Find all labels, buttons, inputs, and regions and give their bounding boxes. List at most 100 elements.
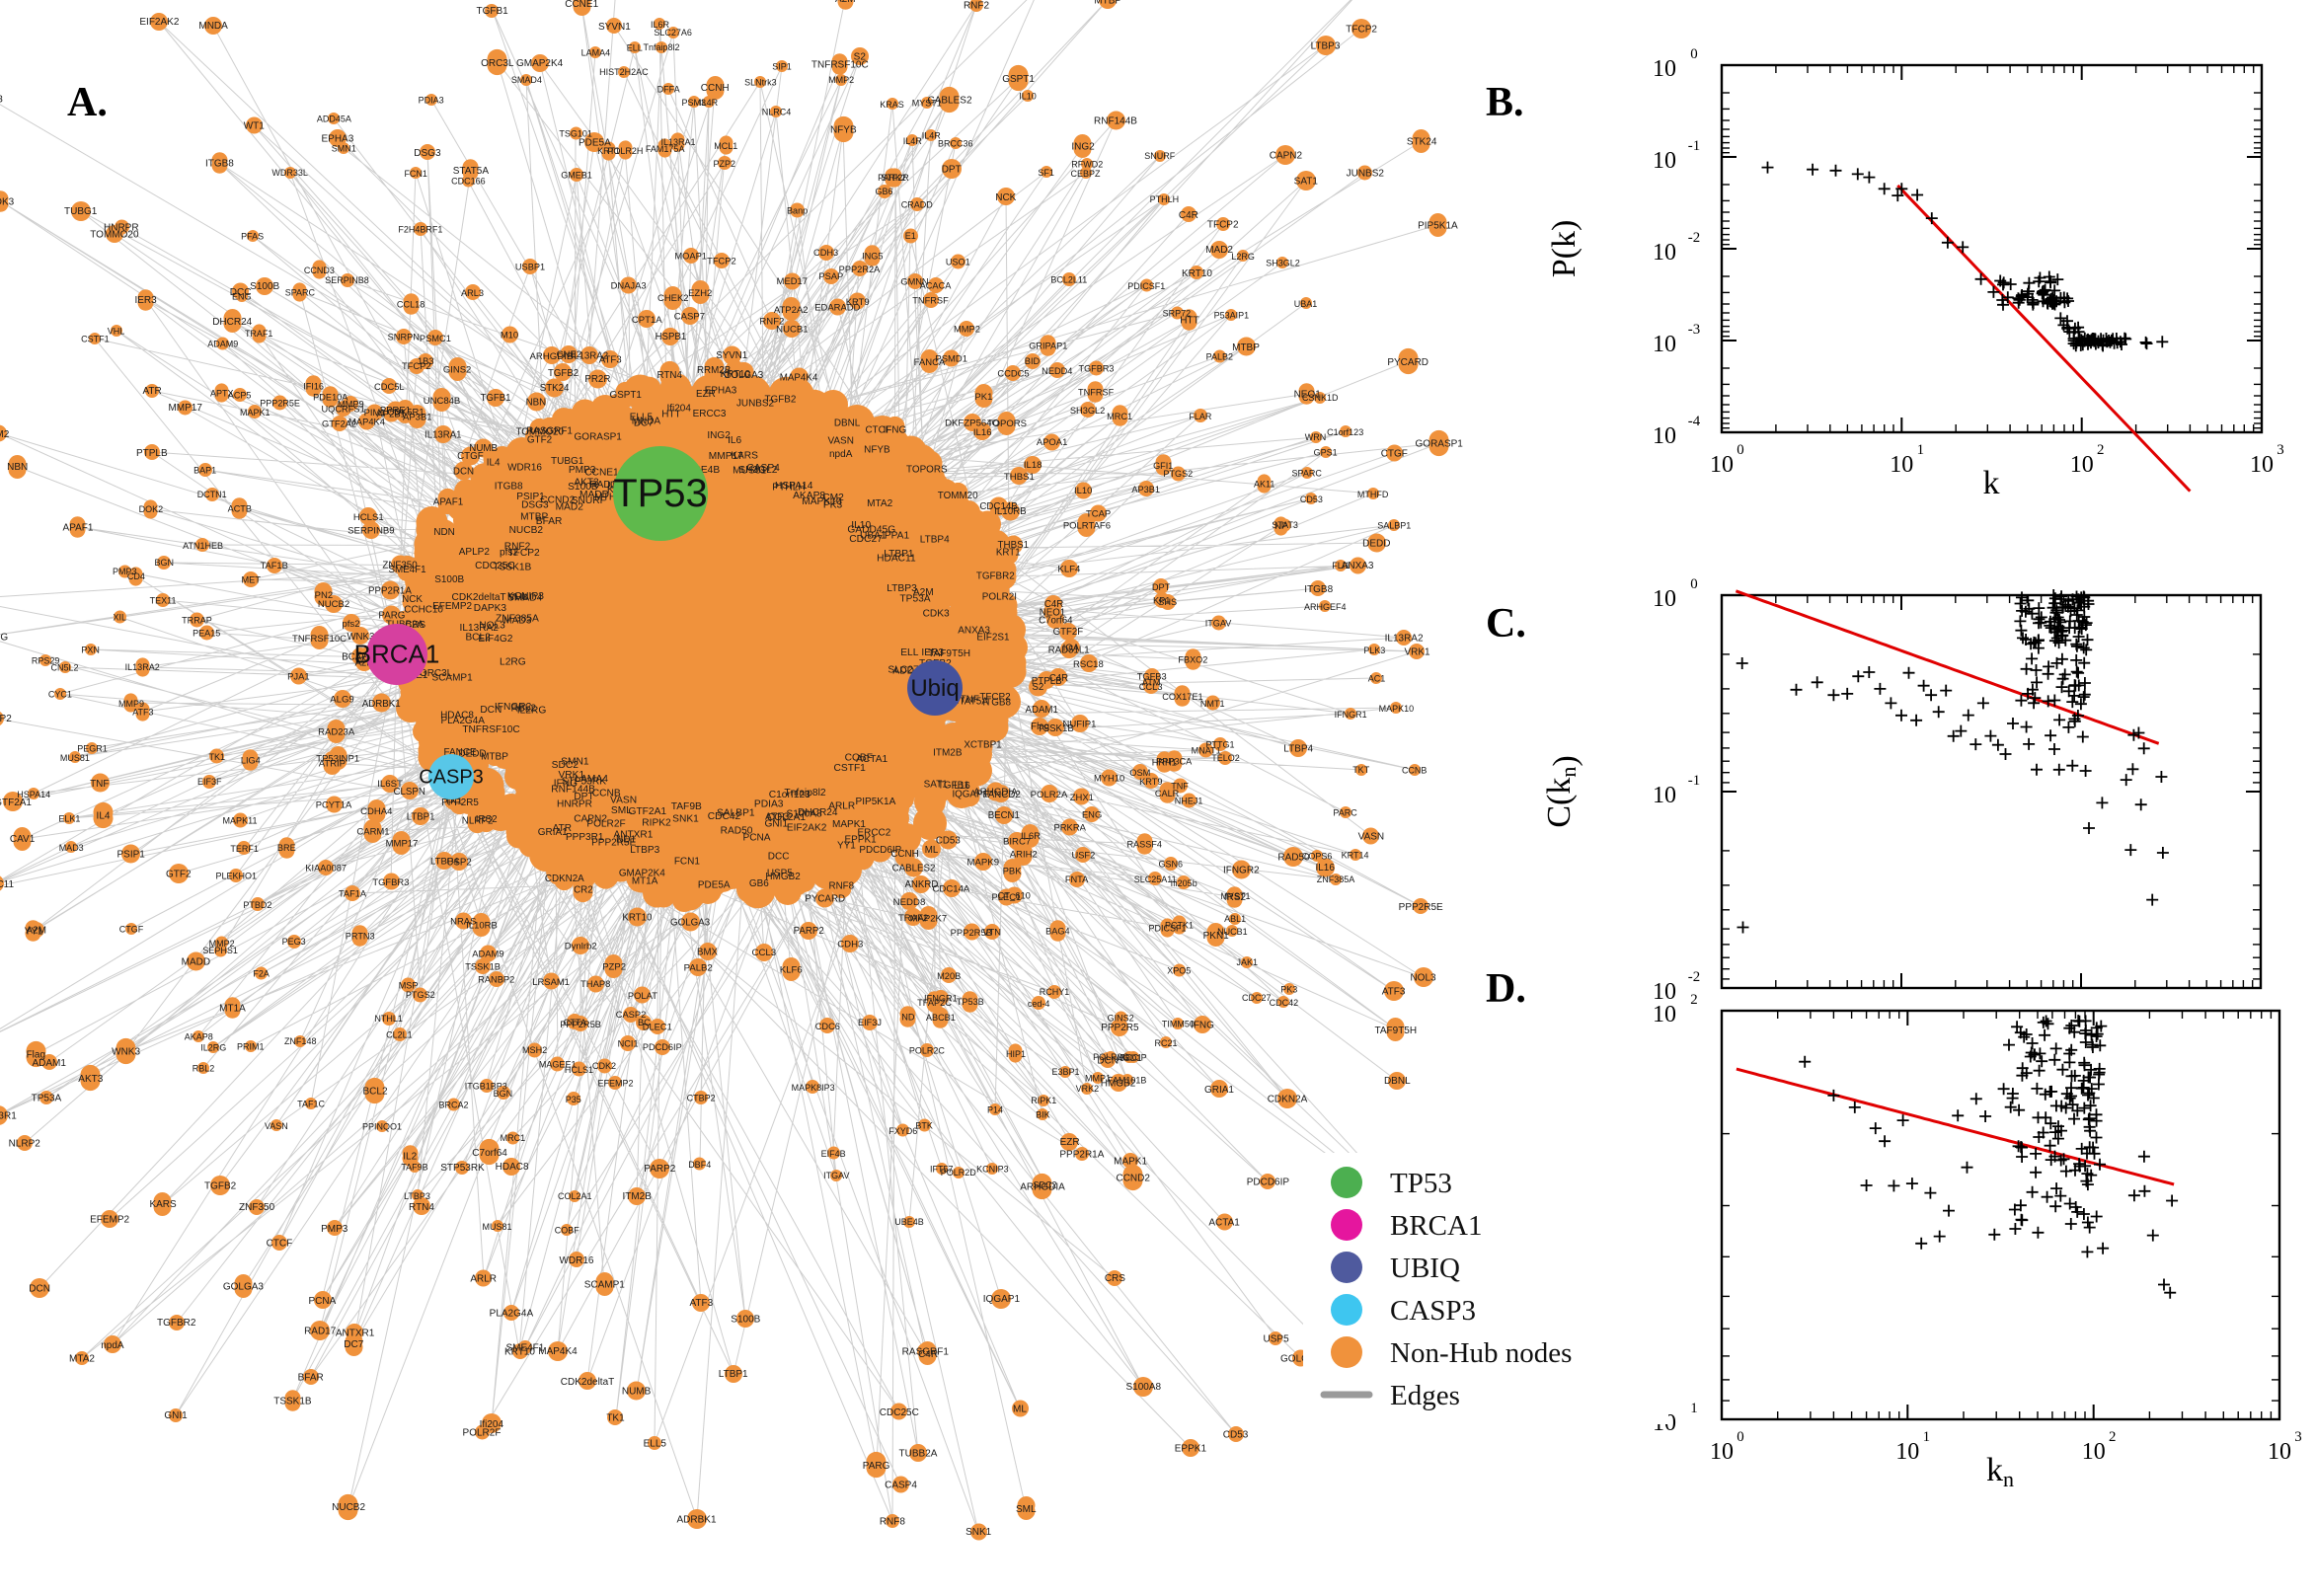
svg-text:COL2A1: COL2A1 [558,1191,592,1201]
svg-text:NEO1: NEO1 [1294,389,1322,400]
svg-text:-2: -2 [1688,969,1700,985]
svg-text:CDHA4: CDHA4 [360,806,393,817]
svg-text:STK24: STK24 [540,383,570,394]
svg-text:APLP2: APLP2 [0,714,12,724]
svg-text:DC7: DC7 [344,1339,363,1350]
svg-text:DBF4: DBF4 [688,1160,711,1170]
svg-text:SLNtrk3: SLNtrk3 [744,77,777,87]
svg-text:ANXA3: ANXA3 [1342,561,1374,571]
svg-text:P35: P35 [566,1095,581,1104]
svg-text:PTTG1: PTTG1 [1205,740,1234,750]
svg-text:CASP4: CASP4 [885,1480,917,1490]
svg-text:PXN: PXN [81,645,100,654]
svg-text:ADD45A: ADD45A [317,114,351,124]
svg-text:PN2: PN2 [315,590,334,601]
svg-text:KCNIP3: KCNIP3 [976,1164,1009,1174]
svg-text:0: 0 [1690,46,1697,62]
svg-text:10: 10 [1710,1439,1734,1465]
svg-text:AKT3: AKT3 [574,478,599,489]
svg-text:AP3B1: AP3B1 [1131,485,1160,494]
svg-text:BMX: BMX [697,948,718,958]
svg-text:DFFA: DFFA [657,85,680,95]
svg-text:THAP8: THAP8 [580,979,610,990]
svg-text:GADD45G: GADD45G [0,633,8,644]
svg-text:SNK1: SNK1 [672,813,699,824]
svg-text:BECN1: BECN1 [988,810,1020,821]
svg-text:HSPB1: HSPB1 [656,332,687,342]
svg-text:MUS81: MUS81 [60,753,90,763]
svg-text:HTT: HTT [1180,316,1198,327]
svg-text:RASSF4: RASSF4 [1126,839,1162,849]
svg-text:CDH3: CDH3 [813,248,838,258]
svg-text:TUBG1: TUBG1 [64,206,98,217]
svg-text:TGFB2: TGFB2 [204,1181,237,1192]
svg-text:GORASP1: GORASP1 [1416,439,1464,450]
svg-text:PPP2R5E: PPP2R5E [1399,902,1443,913]
svg-text:IL4R: IL4R [903,136,923,146]
svg-text:IL13RA2: IL13RA2 [125,662,160,672]
svg-text:RRM2B: RRM2B [697,365,732,376]
svg-text:NEDD4: NEDD4 [1042,366,1072,376]
svg-text:-4: -4 [1688,414,1701,429]
svg-text:0: 0 [1737,442,1743,458]
svg-text:APTX: APTX [210,388,234,398]
svg-text:CDH3: CDH3 [837,939,863,950]
svg-text:PDE5A: PDE5A [698,879,731,890]
svg-text:CARM1: CARM1 [356,826,389,837]
svg-text:POLR2C: POLR2C [909,1046,946,1056]
svg-text:Dynlrb2: Dynlrb2 [565,942,597,952]
svg-text:D.: D. [1486,966,1526,1012]
svg-text:ND: ND [901,1012,915,1022]
svg-text:PEA15: PEA15 [193,629,220,639]
svg-text:TSSK1B: TSSK1B [273,1396,312,1406]
svg-text:ACTA1: ACTA1 [1208,1218,1240,1229]
svg-text:LTBP4: LTBP4 [920,535,950,546]
svg-text:RNF144B: RNF144B [1094,116,1137,127]
svg-text:Flag: Flag [27,1049,45,1060]
svg-text:ITGAV: ITGAV [1205,618,1233,628]
svg-text:F2H4BRF1: F2H4BRF1 [398,225,442,235]
svg-text:ABCB1: ABCB1 [926,1013,956,1023]
svg-text:PIP5K1A: PIP5K1A [856,797,896,807]
svg-text:TAF9T5H: TAF9T5H [1374,1026,1417,1036]
svg-text:TGFB2: TGFB2 [764,394,796,405]
svg-text:CD53: CD53 [1223,1429,1249,1440]
svg-text:MAPK11: MAPK11 [222,815,257,825]
svg-text:ZNF148: ZNF148 [284,1036,317,1046]
svg-text:COX17E1: COX17E1 [1162,692,1202,702]
svg-text:EIF2S1: EIF2S1 [976,633,1010,644]
svg-text:VASN: VASN [265,1121,288,1131]
svg-text:TNFRSF: TNFRSF [912,296,949,306]
svg-text:ADRBK1: ADRBK1 [362,699,401,710]
svg-text:RTN4: RTN4 [656,370,682,381]
svg-text:PRKRA: PRKRA [1053,822,1086,833]
svg-text:CD53: CD53 [1300,494,1323,504]
svg-text:DPT: DPT [942,164,962,175]
svg-text:BID: BID [1025,356,1041,366]
svg-text:Tnfaip8l2: Tnfaip8l2 [784,788,825,798]
svg-text:MTA2: MTA2 [867,498,893,509]
svg-text:COBF: COBF [555,1226,580,1236]
svg-text:CAPN2: CAPN2 [1270,151,1303,162]
svg-text:DCTN1: DCTN1 [197,490,227,499]
svg-text:VRK1: VRK1 [1404,646,1430,657]
svg-text:10: 10 [2070,452,2094,478]
svg-text:NUCB2: NUCB2 [332,1502,365,1513]
svg-text:PYCARD: PYCARD [805,893,845,904]
svg-text:ITGAV: ITGAV [823,1171,849,1180]
svg-text:ORC3L: ORC3L [481,58,514,69]
svg-text:IOA: IOA [1063,643,1080,653]
svg-text:LTBP1: LTBP1 [407,812,435,823]
svg-text:APLP2: APLP2 [459,547,491,558]
svg-text:10: 10 [1653,423,1676,449]
svg-text:JUNBS2: JUNBS2 [1347,168,1385,179]
svg-text:APOA1: APOA1 [1037,437,1067,448]
svg-text:CAV1: CAV1 [10,834,36,845]
svg-text:MNDA: MNDA [198,21,228,32]
svg-text:NBN: NBN [7,462,28,473]
svg-text:DHCR24: DHCR24 [212,317,252,328]
svg-text:k: k [1983,465,2000,501]
svg-text:BRCC36: BRCC36 [938,139,973,149]
svg-text:ACTA1: ACTA1 [856,754,888,765]
svg-text:IL4: IL4 [487,458,501,469]
